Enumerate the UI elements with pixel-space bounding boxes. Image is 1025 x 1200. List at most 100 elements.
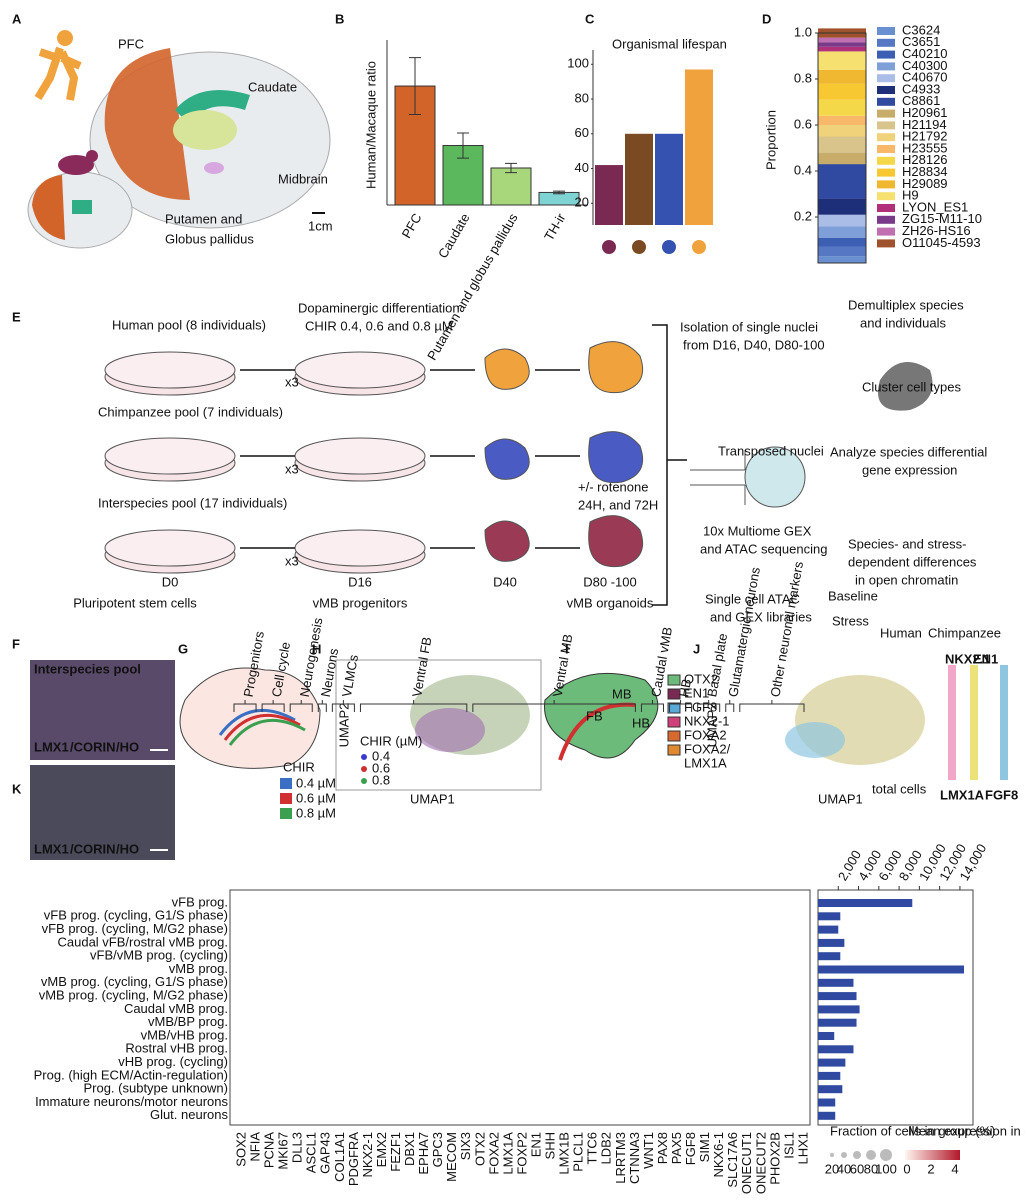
gene-label: EPHA7 <box>416 1132 431 1175</box>
gene-label: ASCL1 <box>304 1132 319 1173</box>
legend-label: C40670 <box>902 70 948 85</box>
workflow-text: and individuals <box>860 315 947 330</box>
legend-label: C4933 <box>902 81 940 96</box>
legend-swatch <box>877 74 895 83</box>
y-axis-label: UMAP2 <box>336 703 351 748</box>
row-label: vMB prog. (cycling, G1/S phase) <box>41 974 228 989</box>
legend-swatch <box>877 227 895 236</box>
workflow-text: Cluster cell types <box>862 379 961 394</box>
y-axis-label: Human/Macaque ratio <box>363 61 378 189</box>
y-tick-label: 0.4 <box>794 162 812 177</box>
legend-swatch <box>877 97 895 106</box>
row-label: vFB prog. (cycling, M/G2 phase) <box>42 921 228 936</box>
workflow-text: Human pool (8 individuals) <box>112 317 266 332</box>
gene-label: EN1 <box>528 1132 543 1157</box>
gene-label: OTX2 <box>472 1132 487 1166</box>
y-tick-label: 100 <box>567 56 589 71</box>
gene-label: NKX2.1 <box>945 651 991 666</box>
gene-label: NKX6-1 <box>711 1132 726 1178</box>
legend-swatch <box>877 50 895 59</box>
legend-label: NKX2-1 <box>684 713 730 728</box>
group-bracket <box>261 700 285 712</box>
group-bracket <box>331 700 355 712</box>
anatomy-label: PFC <box>118 36 144 51</box>
gene-label: SLC17A6 <box>725 1132 740 1188</box>
group-bracket <box>359 700 468 712</box>
legend-swatch <box>877 62 895 71</box>
brain-illustration <box>27 30 331 249</box>
legend-tick: 2 <box>927 1161 934 1176</box>
legend-title: Fraction of cells in group (%) <box>830 1123 995 1138</box>
workflow-text: Stress <box>832 613 869 628</box>
legend-label: EN1 <box>684 685 709 700</box>
bar-segment <box>818 136 866 153</box>
day-label: D40 <box>493 574 517 589</box>
legend-label: 0.8 µM <box>296 805 336 820</box>
region-label: FB <box>586 708 603 723</box>
legend-swatch <box>667 674 681 686</box>
legend-swatch <box>877 38 895 47</box>
gene-label: LMX1B <box>557 1132 572 1175</box>
legend-dot <box>361 766 367 772</box>
stain-label: /HO <box>116 739 139 754</box>
bar-segment <box>818 226 866 238</box>
stain-label: /CORIN <box>70 739 116 754</box>
legend-tick: 20 <box>825 1161 839 1176</box>
legend-swatch <box>877 27 895 35</box>
y-tick-label: 20 <box>575 195 589 210</box>
row-label: vFB prog. <box>172 894 228 909</box>
anatomy-label: 1cm <box>308 218 333 233</box>
row-label: Prog. (high ECM/Actin-regulation) <box>34 1067 228 1082</box>
legend-swatch <box>667 744 681 756</box>
legend-swatch <box>877 121 895 130</box>
gene-label: CTNNA3 <box>627 1132 642 1184</box>
row-label: vHB prog. (cycling) <box>118 1054 228 1069</box>
legend-title: Mean expression in group <box>908 1123 1025 1138</box>
row-label: Caudal vMB prog. <box>124 1001 228 1016</box>
panel-letter: G <box>178 641 188 656</box>
y-tick-label: 0.6 <box>794 116 812 131</box>
gene-label: MECOM <box>444 1132 459 1182</box>
bar <box>818 965 964 974</box>
gene-label: DBX1 <box>402 1132 417 1166</box>
legend-label: 0.6 <box>372 760 390 775</box>
gene-label: LMX1A <box>500 1132 515 1175</box>
region-label: MB <box>612 686 632 701</box>
day-label: D16 <box>348 574 372 589</box>
error-bar <box>505 162 517 174</box>
row-label: vFB prog. (cycling, G1/S phase) <box>44 908 228 923</box>
workflow-text: Single cell ATAC <box>705 591 800 606</box>
legend-label: C40300 <box>902 58 948 73</box>
bar-segment <box>818 246 866 257</box>
gene-label: GAP43 <box>318 1132 333 1174</box>
species-icon <box>662 240 676 254</box>
bar <box>818 978 854 987</box>
workflow-text: Baseline <box>828 588 878 603</box>
gene-label: TTC6 <box>585 1132 600 1165</box>
gene-label: COL1A1 <box>332 1132 347 1182</box>
gene-label: ONECUT1 <box>739 1132 754 1194</box>
legend-label: C8861 <box>902 93 940 108</box>
workflow-text: Chimpanzee <box>928 625 1001 640</box>
workflow-illustration <box>104 324 933 606</box>
bar <box>818 992 857 1001</box>
error-bar <box>553 190 565 195</box>
bar-segment <box>818 83 866 100</box>
anatomy-label: Putamen and <box>165 211 242 226</box>
gene-label: SIM1 <box>697 1132 712 1162</box>
legend-dot <box>361 754 367 760</box>
panel-letter: C <box>585 11 595 26</box>
row-label: Prog. (subtype unknown) <box>83 1081 228 1096</box>
legend-label: ZG15-M11-10 <box>902 211 982 226</box>
stain-label: /CORIN <box>70 841 116 856</box>
bar <box>685 69 713 226</box>
gene-label: FOXA2 <box>486 1132 501 1175</box>
gene-label: GPC3 <box>430 1132 445 1167</box>
workflow-text: Transposed nuclei <box>718 443 824 458</box>
day-label: D80 -100 <box>583 574 636 589</box>
bar-segment <box>818 42 866 47</box>
bar-segment <box>818 198 866 215</box>
y-axis-label: UMAP2 <box>704 703 719 748</box>
panel-letter: J <box>693 641 700 656</box>
bar-segment <box>818 237 866 247</box>
